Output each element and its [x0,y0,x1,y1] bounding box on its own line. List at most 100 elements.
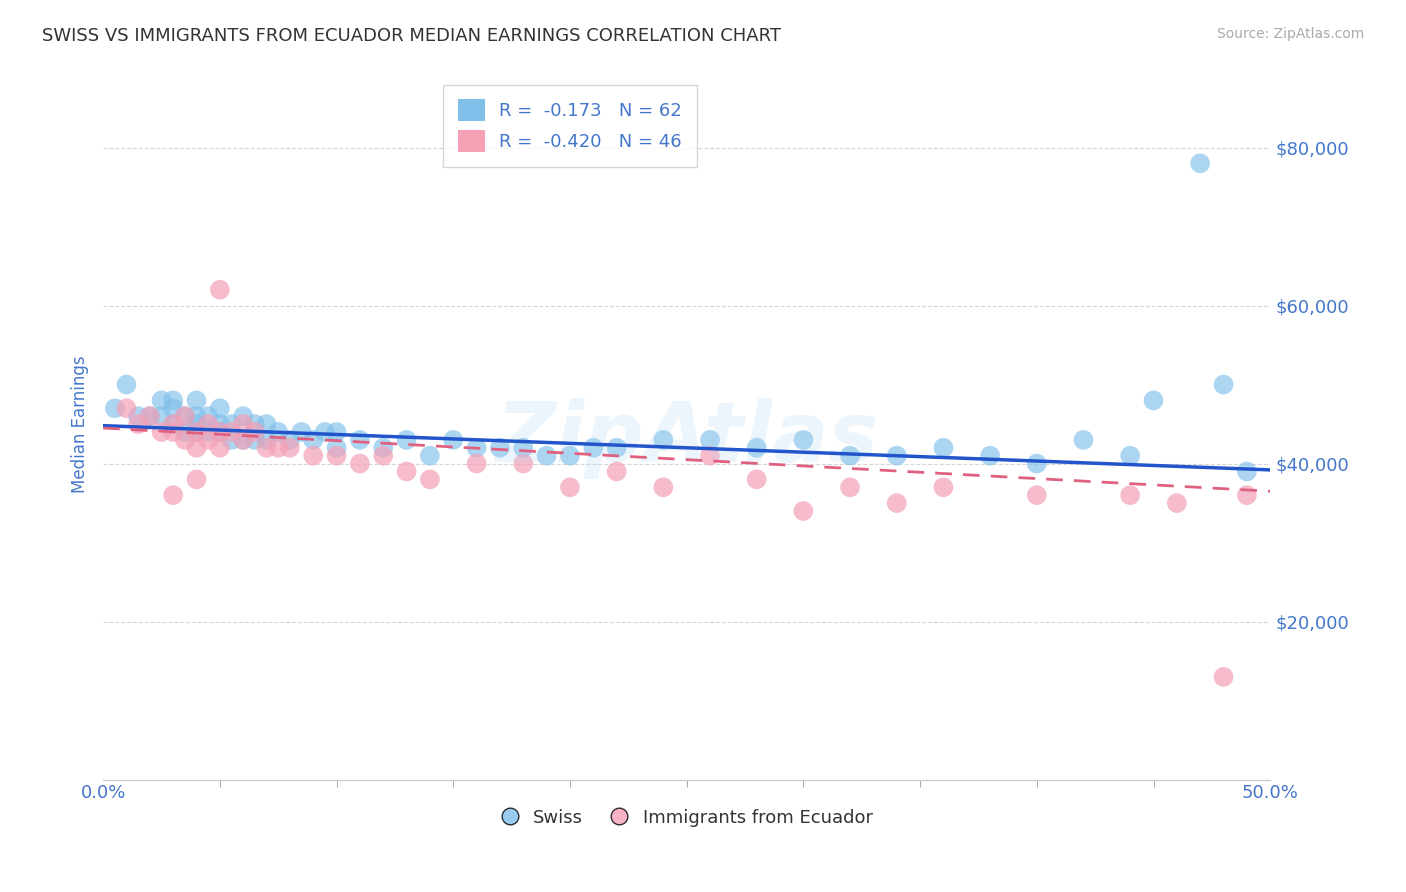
Point [582,441,605,455]
Point [699,433,721,447]
Point [232,433,254,447]
Point [302,449,325,463]
Point [395,433,418,447]
Point [173,409,195,424]
Point [208,401,231,416]
Point [558,449,581,463]
Point [208,283,231,297]
Point [232,433,254,447]
Point [395,465,418,479]
Point [162,401,184,416]
Point [150,409,173,424]
Point [349,433,371,447]
Point [465,441,488,455]
Point [1236,488,1258,502]
Point [186,393,208,408]
Point [1166,496,1188,510]
Point [325,449,347,463]
Point [186,472,208,486]
Text: ZipAtlas: ZipAtlas [495,398,879,479]
Point [278,441,301,455]
Point [221,433,243,447]
Point [1212,377,1234,392]
Point [162,425,184,439]
Point [1073,433,1095,447]
Point [792,433,814,447]
Point [186,425,208,439]
Point [792,504,814,518]
Point [150,425,173,439]
Point [886,496,908,510]
Point [314,425,336,439]
Point [419,472,441,486]
Point [325,425,347,439]
Y-axis label: Median Earnings: Median Earnings [72,355,89,493]
Point [1189,156,1212,170]
Point [139,409,162,424]
Point [208,417,231,431]
Point [1025,488,1047,502]
Point [197,417,219,431]
Point [162,417,184,431]
Point [232,417,254,431]
Point [208,441,231,455]
Text: SWISS VS IMMIGRANTS FROM ECUADOR MEDIAN EARNINGS CORRELATION CHART: SWISS VS IMMIGRANTS FROM ECUADOR MEDIAN … [42,27,782,45]
Point [278,433,301,447]
Point [197,409,219,424]
Point [221,425,243,439]
Point [208,425,231,439]
Point [886,449,908,463]
Point [267,425,290,439]
Point [162,417,184,431]
Point [197,425,219,439]
Point [197,433,219,447]
Point [115,401,138,416]
Point [243,417,266,431]
Point [162,488,184,502]
Point [115,377,138,392]
Point [606,465,628,479]
Point [104,401,127,416]
Point [139,409,162,424]
Point [419,449,441,463]
Point [186,425,208,439]
Point [267,441,290,455]
Point [256,433,278,447]
Point [173,425,195,439]
Point [127,409,149,424]
Point [186,409,208,424]
Point [489,441,512,455]
Point [839,480,862,494]
Point [243,433,266,447]
Point [512,441,534,455]
Point [1025,457,1047,471]
Point [652,480,675,494]
Point [699,449,721,463]
Point [290,425,312,439]
Point [243,425,266,439]
Point [512,457,534,471]
Point [221,417,243,431]
Point [256,417,278,431]
Point [256,441,278,455]
Text: Source: ZipAtlas.com: Source: ZipAtlas.com [1216,27,1364,41]
Point [839,449,862,463]
Point [745,472,768,486]
Point [1236,465,1258,479]
Point [186,417,208,431]
Point [536,449,558,463]
Point [373,441,395,455]
Point [1142,393,1164,408]
Point [932,441,955,455]
Point [1119,449,1142,463]
Point [652,433,675,447]
Point [349,457,371,471]
Legend: Swiss, Immigrants from Ecuador: Swiss, Immigrants from Ecuador [494,802,880,835]
Point [173,409,195,424]
Point [373,449,395,463]
Point [208,425,231,439]
Point [186,441,208,455]
Point [745,441,768,455]
Point [162,393,184,408]
Point [1119,488,1142,502]
